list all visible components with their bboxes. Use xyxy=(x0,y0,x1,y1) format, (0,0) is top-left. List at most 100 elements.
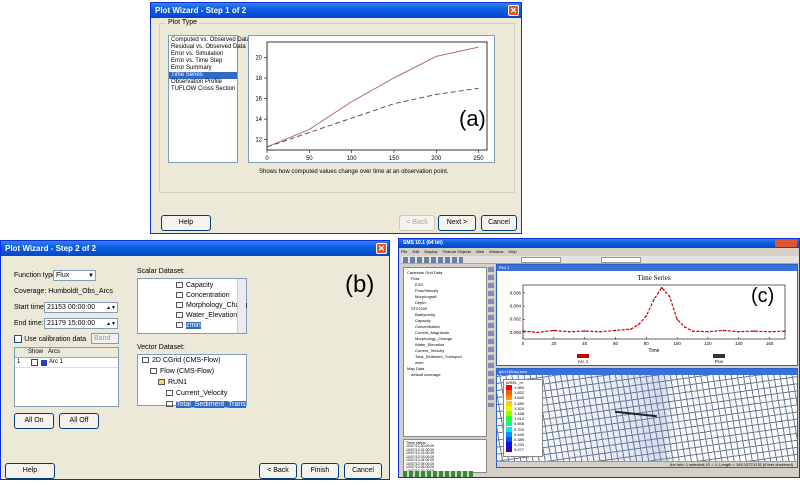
tree-item[interactable]: 2D CGrid (CMS-Flow) xyxy=(142,355,246,366)
panel-tag: (a) xyxy=(459,106,486,132)
data-point xyxy=(645,315,647,317)
tree-item[interactable]: Current_Velocity xyxy=(142,388,246,399)
title-bar: SMS 10.1 (64 bit) xyxy=(399,239,799,248)
dataset-icon xyxy=(166,390,173,396)
title-bar: Plot Wizard - Step 1 of 2 ✕ xyxy=(151,3,521,18)
header-show: Show xyxy=(28,349,43,355)
tree-label: Flow (CMS-Flow) xyxy=(160,368,214,375)
menu-item[interactable]: Window xyxy=(489,249,503,254)
toolbar-field[interactable] xyxy=(521,257,561,263)
arc-name: Arc 1 xyxy=(49,359,63,365)
menu-item[interactable]: File xyxy=(401,249,407,254)
back-button[interactable]: < Back xyxy=(399,215,435,231)
data-point xyxy=(599,331,601,333)
tree-item[interactable]: default coverage xyxy=(407,372,462,378)
data-point xyxy=(784,330,786,332)
cancel-button[interactable]: Cancel xyxy=(344,463,382,479)
tree-item[interactable]: RUN1 xyxy=(142,377,246,388)
dataset-icon xyxy=(166,401,173,407)
series-line-1 xyxy=(523,288,785,333)
x-tick-label: 20 xyxy=(551,341,557,346)
dataset-icon xyxy=(176,302,183,308)
list-item[interactable]: Time Series xyxy=(169,72,237,79)
x-tick-label: 60 xyxy=(613,341,619,346)
time-steps-panel: Time steps: 10/07/13 00:00:00 10/07/13 01… xyxy=(403,439,487,473)
dataset-label: Capacity xyxy=(186,282,213,289)
data-point xyxy=(753,330,755,332)
end-time-field[interactable]: 21179 15:00:00 ▲▼ xyxy=(44,318,118,329)
back-button[interactable]: < Back xyxy=(259,463,297,479)
calibration-dropdown[interactable]: Band xyxy=(91,333,119,344)
list-item[interactable]: Error vs. Simulation xyxy=(169,51,237,58)
scalar-dataset-list[interactable]: Capacity Concentration Morphology_Chang Wat… xyxy=(137,278,247,334)
tool-palette[interactable] xyxy=(488,267,494,407)
table-header: Show Arcs xyxy=(15,348,118,358)
y-tick-label: 0.006 xyxy=(510,290,522,295)
function-type-select[interactable]: Flux ▼ xyxy=(53,270,96,281)
coverage-label: Coverage: Humboldt_Obs_Arcs xyxy=(14,288,113,295)
list-item[interactable]: TUFLOW Cross Section xyxy=(169,86,237,93)
y-tick-label: 18 xyxy=(255,76,262,82)
checkbox-icon xyxy=(14,335,22,343)
menu-item[interactable]: Web xyxy=(476,249,484,254)
start-time-field[interactable]: 21153 00:00:00 ▲▼ xyxy=(44,302,118,313)
tree-item[interactable]: Total_Sediment_Trans xyxy=(142,399,246,410)
finish-button[interactable]: Finish xyxy=(301,463,339,479)
dataset-icon xyxy=(176,312,183,318)
window-controls[interactable] xyxy=(775,240,797,247)
toolbar-field[interactable] xyxy=(601,257,641,263)
list-item[interactable]: Observation Profile xyxy=(169,79,237,86)
data-point xyxy=(584,330,586,332)
plot-type-list[interactable]: Computed vs. Observed Data Residual vs. O… xyxy=(168,35,238,163)
project-explorer: Cartesian Grid Data Flow EXD Flow/Velocity M… xyxy=(403,267,487,437)
close-icon[interactable]: ✕ xyxy=(376,243,387,254)
status-bar: Arc Info: 1 selected; ID = 1; Length = 1… xyxy=(497,461,797,468)
data-point xyxy=(553,330,555,332)
title-bar: Plot Wizard - Step 2 of 2 ✕ xyxy=(1,241,389,256)
show-checkbox[interactable] xyxy=(31,359,38,366)
list-item[interactable]: Error vs. Time Step xyxy=(169,58,237,65)
data-point xyxy=(684,326,686,328)
menu-item[interactable]: Display xyxy=(424,249,437,254)
all-off-button[interactable]: All Off xyxy=(59,413,99,429)
y-tick-label: 0.004 xyxy=(510,304,522,309)
plot-wizard-step2-window: Plot Wizard - Step 2 of 2 ✕ (b) Function… xyxy=(0,240,390,480)
x-tick-label: 150 xyxy=(389,156,400,162)
toolbar-icons[interactable] xyxy=(403,257,463,263)
data-point xyxy=(723,330,725,332)
plot-description: Shows how computed values change over ti… xyxy=(259,169,448,175)
plot-preview: 0 50 100 150 200 250 12 14 16 18 20 (a) xyxy=(248,35,495,163)
menu-item[interactable]: Edit xyxy=(412,249,419,254)
arcs-table: Show Arcs 1 Arc 1 xyxy=(14,347,119,407)
data-point xyxy=(707,331,709,333)
tree-item[interactable]: Flow (CMS-Flow) xyxy=(142,366,246,377)
table-row[interactable]: 1 Arc 1 xyxy=(15,358,118,368)
help-button[interactable]: Help xyxy=(5,463,55,479)
all-on-button[interactable]: All On xyxy=(14,413,54,429)
bottom-toolbar[interactable] xyxy=(403,471,473,477)
panel-tag: (c) xyxy=(751,285,774,308)
dataset-icon xyxy=(142,357,149,363)
chart-title: Time Series xyxy=(637,274,671,282)
scrollbar[interactable] xyxy=(237,279,246,333)
y-tick-label: 20 xyxy=(255,55,262,61)
menu-bar: File Edit Display Feature Objects Web Window H… xyxy=(401,249,799,255)
cancel-button[interactable]: Cancel xyxy=(481,215,517,231)
series-line-1 xyxy=(267,47,479,147)
data-point xyxy=(568,331,570,333)
next-button[interactable]: Next > xyxy=(438,215,476,231)
menu-item[interactable]: Feature Objects xyxy=(442,249,470,254)
sms-window: SMS 10.1 (64 bit) File Edit Display Feature… xyxy=(398,238,800,478)
close-icon[interactable]: ✕ xyxy=(508,5,519,16)
list-item[interactable]: Computed vs. Observed Data xyxy=(169,37,237,44)
list-item[interactable]: Error Summary xyxy=(169,65,237,72)
data-point xyxy=(630,328,632,330)
calibration-checkbox[interactable]: Use calibration data xyxy=(14,334,86,343)
x-tick-label: 0 xyxy=(265,156,269,162)
header-arcs: Arcs xyxy=(48,349,60,355)
vector-dataset-tree[interactable]: 2D CGrid (CMS-Flow) Flow (CMS-Flow) RUN1 Cu… xyxy=(137,354,247,406)
menu-item[interactable]: Help xyxy=(508,249,516,254)
chevron-down-icon: ▼ xyxy=(88,271,94,281)
list-item[interactable]: Residual vs. Observed Data xyxy=(169,44,237,51)
help-button[interactable]: Help xyxy=(161,215,211,231)
